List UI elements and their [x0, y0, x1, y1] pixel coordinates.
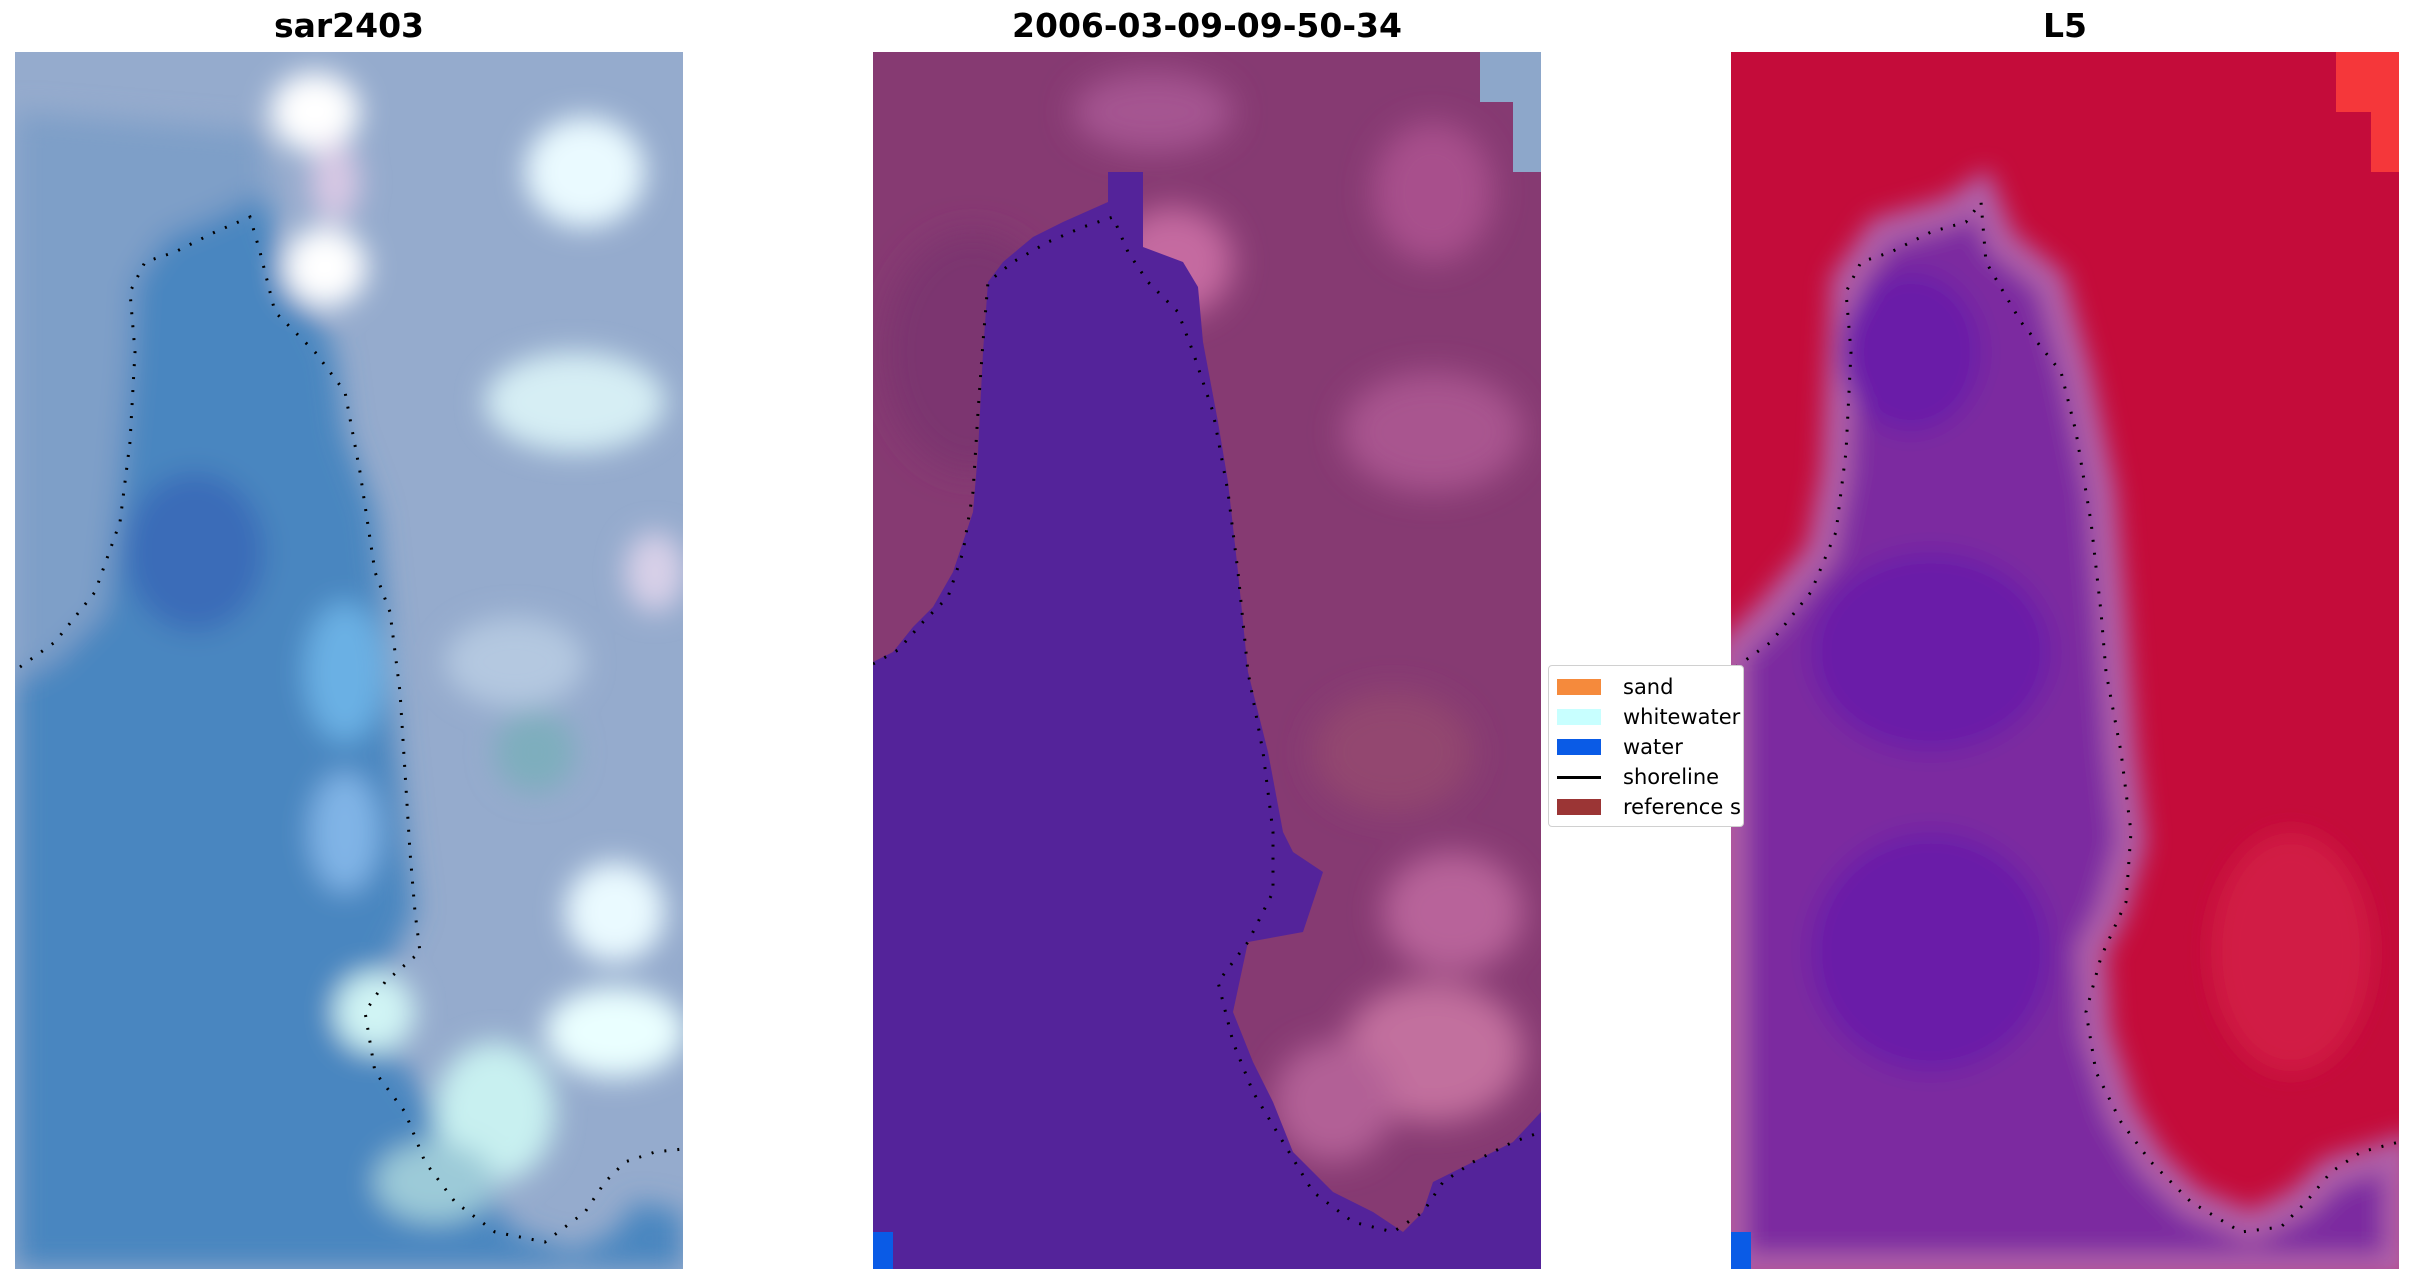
legend-label: whitewater [1623, 705, 1741, 729]
legend-label: reference s [1623, 795, 1741, 819]
legend-item-whitewater: whitewater [1557, 702, 1740, 732]
classified-image-panel [873, 52, 1541, 1269]
whitewater-color-patch [1557, 709, 1601, 725]
rgb-image-panel [15, 52, 683, 1269]
legend-item-reference: reference s [1557, 792, 1741, 822]
rgb-satellite-image [15, 52, 683, 1269]
panel-title: L5 [2043, 6, 2087, 45]
legend-item-water: water [1557, 732, 1683, 762]
reference-color-patch [1557, 799, 1601, 815]
legend: sand whitewater water shoreline referenc… [1548, 665, 1744, 827]
classified-image [873, 52, 1541, 1269]
shoreline-line-icon [1557, 775, 1601, 779]
sand-color-patch [1557, 679, 1601, 695]
panel-title: sar2403 [273, 6, 425, 45]
panel-title: 2006-03-09-09-50-34 [1012, 6, 1402, 45]
water-color-patch [1557, 739, 1601, 755]
legend-label: sand [1623, 675, 1674, 699]
mndwi-image [1731, 52, 2399, 1269]
legend-label: water [1623, 735, 1683, 759]
mndwi-image-panel [1731, 52, 2399, 1269]
legend-label: shoreline [1623, 765, 1720, 789]
legend-item-shoreline: shoreline [1557, 762, 1719, 792]
legend-item-sand: sand [1557, 672, 1673, 702]
